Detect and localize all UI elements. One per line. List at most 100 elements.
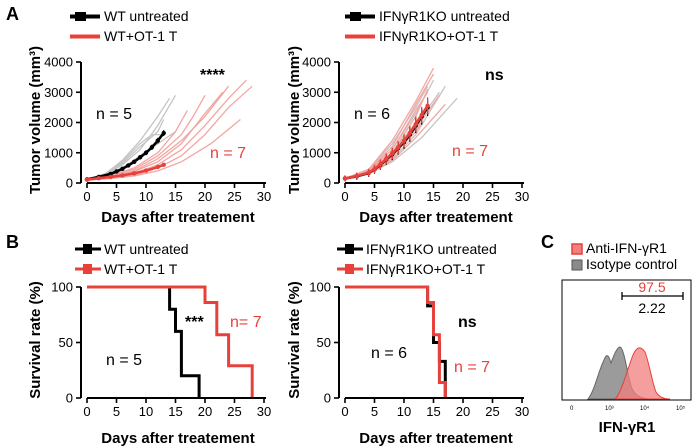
- chart-tumor-ifngr1ko: IFNγR1KO untreated IFNγR1KO+OT-1 T 0 5 10 1…: [286, 8, 529, 226]
- x-axis-label: Days after treatement: [101, 430, 254, 447]
- x-tick-label: 0: [341, 189, 348, 204]
- x-tick-label: 30: [257, 404, 271, 419]
- x-tick-label: 30: [515, 404, 529, 419]
- y-tick-label: 1000: [302, 145, 331, 160]
- x-tick-label: 0: [83, 189, 90, 204]
- y-tick-label: 0: [66, 176, 73, 191]
- x-tick-label: 20: [198, 189, 212, 204]
- x-tick-label: 10⁵: [676, 405, 686, 412]
- x-tick-label: 0: [83, 404, 90, 419]
- y-axis-label: Survival rate (%): [27, 281, 44, 399]
- data-point: [407, 130, 413, 136]
- panel-label-c: C: [541, 232, 554, 252]
- x-tick-label: 30: [515, 189, 529, 204]
- legend-label-ko-otl: IFNγR1KO+OT-1 T: [379, 28, 499, 44]
- data-point: [96, 175, 102, 181]
- y-tick-label: 50: [317, 335, 331, 350]
- data-point: [395, 145, 401, 150]
- histogram-frame: [561, 279, 692, 401]
- legend-label-ko-untreated: IFNγR1KO untreated: [366, 241, 497, 257]
- x-tick-label: 25: [485, 189, 499, 204]
- data-point: [120, 166, 125, 171]
- y-tick-label: 0: [66, 391, 73, 406]
- legend-label-isotype: Isotype control: [586, 256, 677, 272]
- individual-curve-treated: [344, 67, 435, 180]
- x-tick-label: 25: [227, 404, 241, 419]
- y-tick-label: 100: [51, 280, 73, 295]
- data-point: [114, 169, 119, 174]
- y-axis-label: Survival rate (%): [286, 281, 303, 399]
- gate-value-anti: 97.5: [638, 279, 665, 295]
- panel-label-a: A: [6, 4, 19, 24]
- x-axis-label: Days after treatement: [101, 209, 254, 226]
- data-point: [413, 121, 418, 127]
- x-axis-label: IFN-γR1: [599, 419, 656, 436]
- y-tick-label: 3000: [302, 85, 331, 100]
- data-point: [378, 162, 383, 167]
- survival-curve: [87, 285, 254, 398]
- survival-curve: [87, 285, 201, 398]
- data-point: [342, 176, 348, 181]
- x-tick-label: 15: [426, 189, 440, 204]
- data-point: [384, 156, 389, 161]
- x-tick-label: 5: [113, 404, 120, 419]
- y-tick-label: 100: [309, 280, 331, 295]
- n-label-treated: n = 7: [454, 359, 490, 376]
- data-point: [161, 162, 166, 168]
- n-label-untreated: n = 5: [106, 352, 142, 369]
- individual-curve-untreated: [344, 85, 446, 180]
- x-tick-label: 20: [456, 189, 470, 204]
- x-tick-label: 10³: [605, 406, 614, 412]
- data-point: [366, 170, 371, 175]
- legend-label-wt-untreated: WT untreated: [104, 241, 189, 257]
- legend-label-anti-ifngr1: Anti-IFN-γR1: [586, 240, 667, 256]
- legend-label-wt-otl: WT+OT-1 T: [104, 28, 178, 44]
- legend-label-ko-otl: IFNγR1KO+OT-1 T: [366, 261, 486, 277]
- x-tick-label: 5: [371, 189, 378, 204]
- legend-swatch-anti-ifngr1: [571, 243, 583, 255]
- n-label-treated: n = 7: [210, 145, 246, 162]
- significance-stars: ***: [185, 314, 204, 331]
- y-tick-label: 1000: [44, 145, 73, 160]
- data-point: [401, 138, 407, 143]
- significance-stars: ****: [200, 67, 226, 84]
- n-label-treated: n= 7: [230, 314, 262, 331]
- y-tick-label: 4000: [44, 55, 73, 70]
- y-tick-label: 4000: [302, 55, 331, 70]
- data-point: [390, 151, 395, 156]
- n-label-untreated: n = 5: [96, 106, 132, 123]
- data-point: [143, 150, 149, 155]
- y-tick-label: 3000: [44, 85, 73, 100]
- y-tick-label: 0: [324, 176, 331, 191]
- n-label-treated: n = 7: [452, 143, 488, 160]
- legend-swatch-isotype: [571, 259, 583, 271]
- x-axis-label: Days after treatement: [359, 209, 512, 226]
- x-tick-label: 20: [198, 404, 212, 419]
- data-point: [354, 173, 359, 179]
- x-tick-label: 30: [257, 189, 271, 204]
- histogram-anti-ifngr1: [613, 347, 671, 400]
- n-label-untreated: n = 6: [371, 345, 407, 362]
- x-tick-label: 10: [139, 189, 153, 204]
- data-point: [126, 163, 131, 168]
- chart-tumor-wt: WT untreated WT+OT-1 T 0 5 10 15 20 25 30 0 1000…: [27, 8, 271, 226]
- data-point: [132, 171, 137, 176]
- n-label-untreated: n = 6: [354, 106, 390, 123]
- data-point: [161, 130, 166, 136]
- y-tick-label: 2000: [44, 115, 73, 130]
- gate-value-isotype: 2.22: [638, 300, 665, 316]
- x-tick-label: 25: [485, 404, 499, 419]
- x-axis-label: Days after treatement: [359, 430, 512, 447]
- y-axis-label: Tumor volume (mm³): [286, 46, 303, 194]
- x-tick-label: 5: [113, 189, 120, 204]
- x-tick-label: 10: [397, 189, 411, 204]
- x-tick-label: 5: [371, 404, 378, 419]
- x-tick-label: 10: [397, 404, 411, 419]
- x-tick-label: 15: [168, 404, 182, 419]
- x-tick-label: 20: [456, 404, 470, 419]
- chart-survival-wt: WT untreated WT+OT-1 T 0 5 10 15 20 25 30 0 50 10…: [27, 241, 271, 447]
- significance-ns: ns: [458, 314, 477, 331]
- chart-flow-histogram: Anti-IFN-γR1 Isotype control 97.5 2.22 0…: [561, 240, 692, 436]
- data-point: [84, 177, 90, 182]
- x-tick-label: 15: [168, 189, 182, 204]
